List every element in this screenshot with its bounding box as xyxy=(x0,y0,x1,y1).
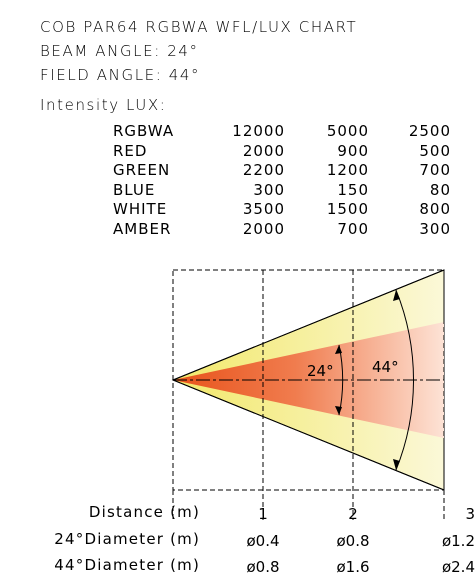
distance-value: ø1.2 xyxy=(441,532,475,550)
field-angle-label: 44° xyxy=(372,358,399,376)
field-angle-arc xyxy=(395,289,414,471)
field-arc-arrow-bottom xyxy=(393,459,400,470)
lux-row-label: RGBWA xyxy=(113,122,175,140)
field-arc-arrow-top xyxy=(393,290,400,301)
distance-value: 3 xyxy=(465,505,475,523)
lux-row-label: GREEN xyxy=(113,161,171,179)
lux-value: 300 xyxy=(419,219,451,238)
distance-row-label: Distance (m) xyxy=(88,503,200,521)
lux-value: 800 xyxy=(419,200,451,218)
beam-arc-arrow-bottom xyxy=(335,406,342,415)
lux-value: 300 xyxy=(253,180,285,199)
lux-row-label: RED xyxy=(113,141,148,160)
lux-value: 2000 xyxy=(242,141,285,160)
lux-value: 700 xyxy=(337,219,369,238)
beam-angle-text: BEAM ANGLE: 24° xyxy=(40,42,199,60)
distance-value: ø1.6 xyxy=(336,558,370,576)
lux-value: 500 xyxy=(419,141,451,160)
lux-value: 12000 xyxy=(232,122,285,140)
beam-angle-label: 24° xyxy=(307,362,334,380)
beam-arc-arrow-top xyxy=(335,345,342,354)
lux-row-label: WHITE xyxy=(113,200,168,218)
distance-value: ø2.4 xyxy=(441,558,475,576)
distance-value: ø0.8 xyxy=(336,532,370,550)
lux-value: 2500 xyxy=(408,122,451,140)
beam-cone xyxy=(173,322,444,438)
lux-value: 1500 xyxy=(326,200,369,218)
distance-value: ø0.4 xyxy=(246,532,280,550)
lux-row-label: BLUE xyxy=(113,180,156,199)
lux-value: 3500 xyxy=(242,200,285,218)
lux-value: 1200 xyxy=(326,161,369,179)
lux-value: 80 xyxy=(429,180,451,199)
lux-value: 5000 xyxy=(326,122,369,140)
distance-row-label: 24°Diameter (m) xyxy=(54,530,200,548)
field-angle-text: FIELD ANGLE: 44° xyxy=(40,66,201,84)
lux-value: 2000 xyxy=(242,219,285,238)
lux-row-label: AMBER xyxy=(113,219,172,238)
lux-table: RGBWA 12000 5000 2500 RED 2000 900 500 GREEN 2200… xyxy=(0,0,475,270)
distance-value: 1 xyxy=(258,505,268,523)
lux-value: 700 xyxy=(419,161,451,179)
distance-row-label: 44°Diameter (m) xyxy=(54,556,200,574)
intensity-label: Intensity LUX: xyxy=(40,96,167,114)
lux-value: 2200 xyxy=(242,161,285,179)
chart-title: COB PAR64 RGBWA WFL/LUX CHART xyxy=(40,18,358,36)
lux-value: 150 xyxy=(337,180,369,199)
lux-value: 900 xyxy=(337,141,369,160)
distance-value: 2 xyxy=(348,505,358,523)
distance-value: ø0.8 xyxy=(246,558,280,576)
